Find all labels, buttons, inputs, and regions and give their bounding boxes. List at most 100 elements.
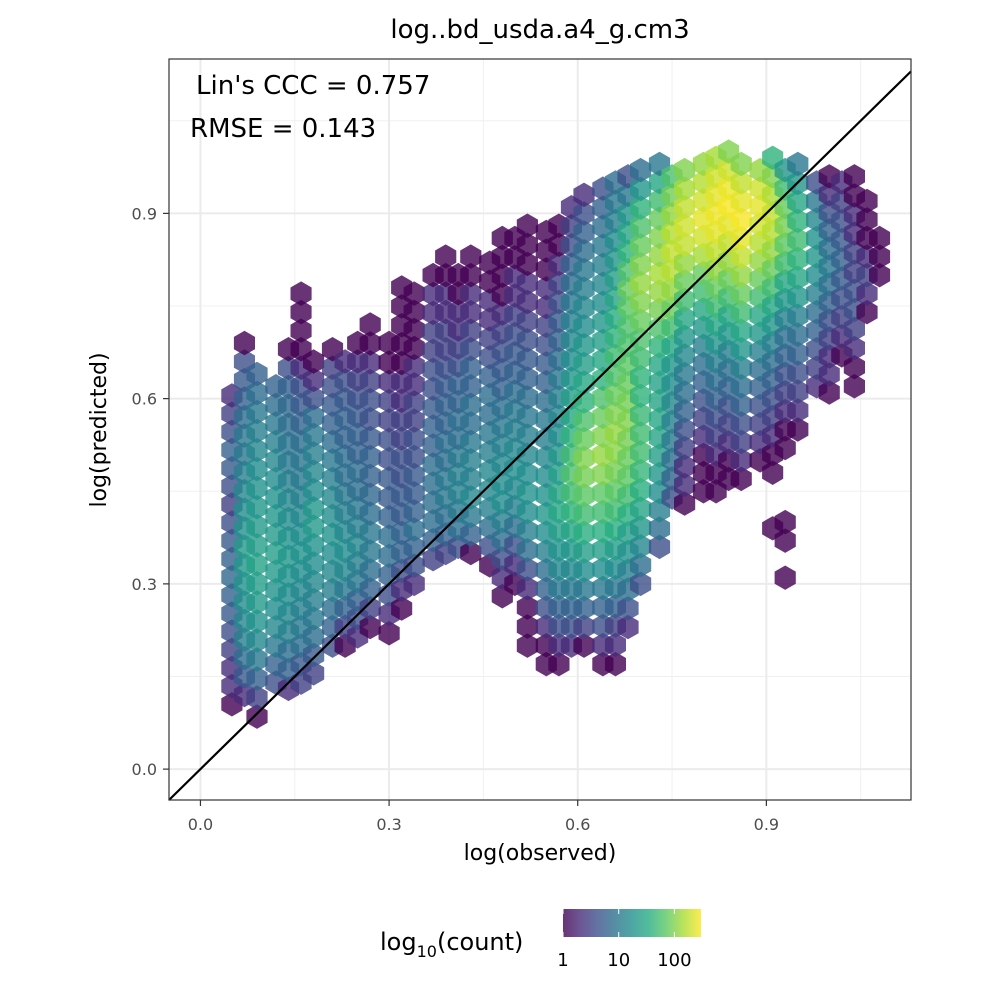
hex-cell: [674, 324, 696, 350]
hex-cell: [246, 552, 268, 577]
hex-cell: [856, 281, 878, 306]
hex-cell: [573, 201, 595, 226]
hex-cell: [516, 576, 538, 601]
hex-cell: [460, 411, 482, 436]
hex-cell: [630, 176, 652, 202]
hex-cell: [730, 318, 752, 343]
hex-cell: [630, 383, 652, 408]
hex-cell: [787, 189, 809, 215]
hex-cell: [246, 475, 268, 501]
hex-cell: [403, 408, 425, 433]
hex-cell: [674, 491, 696, 516]
hex-cell: [303, 551, 325, 576]
hex-cell: [359, 520, 381, 545]
hex-cell: [246, 685, 268, 710]
hex-cell: [617, 596, 639, 621]
hex-cell: [403, 499, 425, 524]
hex-cell: [730, 151, 752, 177]
hex-cell: [674, 472, 696, 498]
hex-cell: [787, 341, 809, 366]
hex-cell: [516, 538, 538, 563]
hex-cell: [630, 327, 652, 352]
legend-colorbar: [563, 909, 701, 937]
hex-cell: [359, 614, 381, 640]
hex-cell: [869, 225, 891, 251]
hex-cell: [303, 367, 325, 393]
hex-cell: [303, 532, 325, 558]
hex-cell: [573, 389, 595, 414]
hex-cell: [460, 374, 482, 399]
hex-cell: [762, 460, 784, 485]
hex-cell: [303, 441, 325, 466]
hex-cell: [730, 262, 752, 288]
hex-cell: [290, 281, 312, 306]
hex-cell: [573, 539, 595, 564]
hex-cell: [630, 157, 652, 183]
hex-cell: [573, 558, 595, 583]
y-tick-label: 0.6: [132, 390, 157, 409]
hex-cell: [290, 318, 312, 343]
hex-cell: [573, 257, 595, 283]
hex-cell: [403, 354, 425, 379]
hex-cell: [573, 633, 595, 658]
hex-cell: [843, 316, 865, 342]
hex-cell: [630, 195, 652, 220]
hex-cell: [516, 385, 538, 410]
hex-cell: [303, 661, 325, 686]
hex-cell: [730, 337, 752, 362]
hex-cell: [246, 418, 268, 444]
hex-cell: [359, 387, 381, 413]
hex-cell: [630, 552, 652, 578]
hex-cell: [856, 207, 878, 232]
hex-cell: [516, 461, 538, 487]
hex-cell: [630, 458, 652, 484]
hex-cell: [246, 495, 268, 520]
hex-cell: [403, 390, 425, 415]
hex-cell: [818, 362, 840, 387]
hex-cell: [303, 642, 325, 668]
hex-cell: [403, 281, 425, 306]
hex-cell: [516, 499, 538, 525]
hex-cell: [774, 565, 796, 590]
hex-cell: [359, 444, 381, 470]
hex-cell: [604, 632, 626, 658]
hex-cell: [573, 314, 595, 339]
hex-cell: [246, 456, 268, 482]
legend-tick-label: 1: [557, 950, 568, 971]
hex-cell: [674, 306, 696, 331]
hex-cell: [856, 299, 878, 325]
hex-cell: [674, 380, 696, 405]
hex-cell: [460, 429, 482, 455]
hex-cell: [359, 463, 381, 488]
hex-cell: [391, 596, 413, 621]
hex-cell: [630, 214, 652, 239]
hex-cell: [630, 515, 652, 540]
hex-cell: [787, 227, 809, 253]
hex-cell: [460, 244, 482, 269]
x-axis-ticks: 0.0 0.3 0.6 0.9: [188, 800, 779, 834]
hex-cell: [617, 614, 639, 640]
hex-cell: [787, 284, 809, 309]
hex-cell: [359, 596, 381, 621]
hex-cell: [674, 213, 696, 238]
hex-cell: [246, 533, 268, 558]
hex-cell: [730, 281, 752, 306]
hex-cell: [573, 483, 595, 508]
hex-cell: [246, 704, 268, 729]
hex-cell: [674, 343, 696, 368]
hex-cell: [774, 528, 796, 553]
y-tick-label: 0.3: [132, 575, 157, 594]
annotation-rmse: RMSE = 0.143: [190, 114, 376, 144]
hex-cell: [730, 170, 752, 195]
hex-cell: [787, 379, 809, 404]
hex-cell: [674, 157, 696, 183]
hex-cell: [516, 270, 538, 296]
hex-cell: [403, 299, 425, 324]
hex-cell: [460, 262, 482, 288]
hex-cell: [730, 207, 752, 232]
hex-cell: [787, 208, 809, 234]
hex-cell: [730, 299, 752, 325]
hex-cell: [573, 614, 595, 640]
identity-reference-line: [168, 70, 912, 801]
hex-cell: [460, 466, 482, 492]
